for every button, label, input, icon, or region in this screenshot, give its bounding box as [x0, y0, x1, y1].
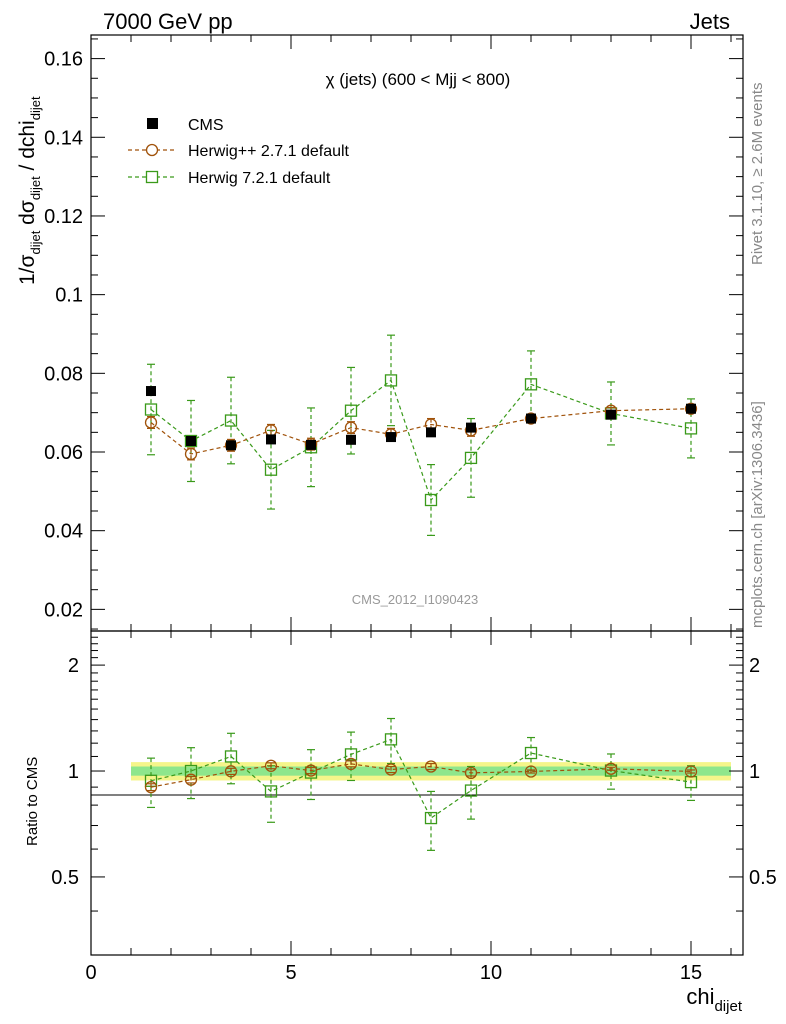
ratio-uncertainty-bands — [131, 762, 731, 781]
ratio-herwigpp-point — [304, 764, 318, 777]
ratio-panel: 0.5 0.5 1 1 2 2 0 5 10 15 Ratio to CMS — [24, 630, 777, 984]
legend-marker-cms — [147, 118, 158, 129]
main-y-tick-label: 0.06 — [44, 442, 83, 464]
jets-label: Jets — [690, 9, 730, 34]
main-cms-data-point — [346, 434, 356, 445]
main-y-tick-label: 0.02 — [44, 599, 83, 621]
main-herwigpp-point — [684, 402, 698, 415]
x-tick-label: 15 — [680, 962, 702, 984]
ratio-y-tick-label: 2 — [68, 655, 79, 677]
main-cms-data-point — [426, 427, 436, 438]
x-axis-label: chidijet — [686, 984, 742, 1015]
ratio-y-tick-label: 0.5 — [51, 867, 79, 889]
main-herwigpp-series-line — [150, 408, 692, 455]
ratio-herwigpp-point — [424, 760, 438, 773]
ratio-herwigpp-point — [224, 765, 238, 778]
ratio-y-tick-label-right: 0.5 — [749, 867, 777, 889]
ratio-herwigpp-series — [144, 757, 698, 794]
main-herwig7-point — [184, 434, 198, 448]
rivet-label: Rivet 3.1.10, ≥ 2.6M events — [749, 83, 766, 266]
ratio-herwigpp-point — [464, 766, 478, 780]
main-herwig7-point — [344, 404, 358, 417]
x-tick-label: 5 — [285, 962, 296, 984]
main-y-axis-label: 1/σdijet dσdijet / dchidijet — [16, 96, 43, 285]
main-herwigpp-point — [524, 412, 538, 425]
ratio-herwigpp-point — [604, 762, 618, 775]
ratio-herwigpp-point — [524, 765, 538, 778]
main-cms-data-point — [686, 403, 696, 414]
ratio-herwig7-point — [384, 733, 398, 746]
main-herwigpp-point — [184, 447, 198, 461]
legend: CMS Herwig++ 2.7.1 default Herwig 7.2.1 … — [128, 117, 350, 187]
ratio-band — [131, 766, 731, 776]
main-axis-ticks: 0.02 0.04 0.06 0.08 0.1 0.12 0.14 0.16 — [44, 35, 743, 631]
ratio-herwig7-point — [524, 746, 538, 760]
ratio-herwig7-point — [344, 748, 358, 761]
main-cms-data-point — [186, 435, 196, 446]
ratio-herwigpp-point — [264, 759, 278, 772]
legend-label-cms: CMS — [188, 117, 224, 134]
main-series-layer — [144, 334, 698, 537]
ratio-herwig7-point — [224, 750, 238, 763]
main-panel: 0.02 0.04 0.06 0.08 0.1 0.12 0.14 0.16 χ (jets)… — [16, 34, 744, 632]
ratio-herwig7-point — [424, 811, 438, 825]
ratio-y-tick-label-right: 2 — [749, 655, 760, 677]
main-y-tick-label: 0.12 — [44, 206, 83, 228]
main-herwig7-point — [524, 378, 538, 391]
main-herwigpp-point — [224, 439, 238, 452]
legend-marker-herwig7 — [145, 170, 159, 184]
mcplots-label: mcplots.cern.ch [arXiv:1306.3436] — [749, 401, 766, 628]
ratio-herwig7-series-line — [150, 738, 692, 819]
energy-label: 7000 GeV pp — [103, 9, 233, 34]
main-herwig7-point — [684, 422, 698, 435]
main-y-tick-label: 0.1 — [55, 285, 83, 307]
main-herwig7-series-line — [150, 379, 692, 502]
ratio-y-axis-label: Ratio to CMS — [24, 757, 41, 846]
main-herwig7-series — [144, 334, 698, 537]
main-herwig7-point — [424, 493, 438, 507]
main-herwig7-point — [144, 403, 158, 416]
main-y-tick-label: 0.16 — [44, 49, 83, 71]
main-cms-series — [146, 386, 696, 451]
x-tick-label: 0 — [85, 962, 96, 984]
ratio-herwigpp-point — [144, 780, 158, 794]
main-cms-data-point — [526, 413, 536, 424]
legend-label-herwig7: Herwig 7.2.1 default — [188, 170, 331, 187]
watermark: CMS_2012_I1090423 — [352, 592, 479, 607]
ratio-frame — [90, 630, 744, 956]
main-y-tick-label: 0.14 — [44, 127, 83, 149]
ratio-y-tick-label-right: 1 — [749, 761, 760, 783]
ratio-herwigpp-point — [384, 763, 398, 776]
main-herwig7-point — [224, 414, 238, 427]
main-y-tick-label: 0.08 — [44, 363, 83, 385]
legend-label-herwigpp: Herwig++ 2.7.1 default — [188, 143, 350, 160]
main-title: χ (jets) (600 < Mjj < 800) — [326, 70, 511, 89]
ratio-herwig7-series — [144, 717, 698, 851]
main-herwigpp-point — [344, 421, 358, 434]
main-cms-data-point — [306, 439, 316, 450]
x-tick-label: 10 — [480, 962, 502, 984]
ratio-y-tick-label: 1 — [68, 761, 79, 783]
ratio-axis-ticks: 0.5 0.5 1 1 2 2 0 5 10 15 — [51, 631, 777, 984]
main-cms-data-point — [606, 409, 616, 420]
main-cms-data-point — [226, 440, 236, 451]
ratio-herwigpp-point — [684, 765, 698, 778]
ratio-herwig7-point — [464, 784, 478, 797]
main-y-tick-label: 0.04 — [44, 521, 83, 543]
main-cms-data-point — [386, 432, 396, 443]
legend-marker-herwigpp — [145, 143, 159, 157]
ratio-herwig7-point — [264, 785, 278, 798]
main-cms-data-point — [146, 386, 156, 397]
ratio-herwigpp-point — [184, 773, 198, 786]
main-herwig7-point — [384, 374, 398, 387]
ratio-series-layer — [144, 717, 698, 851]
main-herwig7-point — [464, 451, 478, 465]
main-herwig7-point — [264, 463, 278, 476]
main-cms-data-point — [466, 422, 476, 433]
main-herwigpp-point — [144, 416, 158, 429]
ratio-herwigpp-point — [344, 757, 358, 771]
main-cms-data-point — [266, 434, 276, 445]
